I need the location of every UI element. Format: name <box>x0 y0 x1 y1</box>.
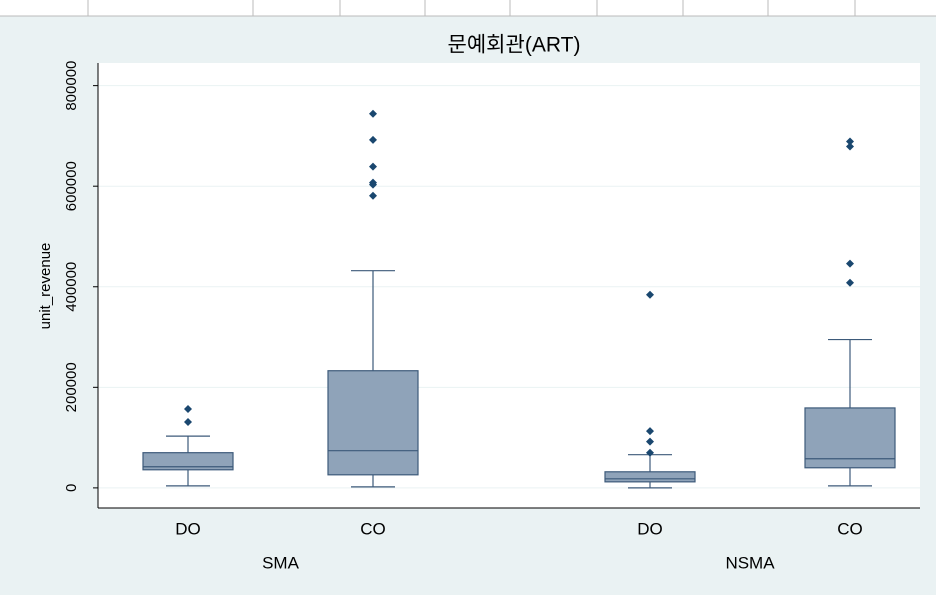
sheet-strip <box>0 0 936 17</box>
y-tick-label: 400000 <box>63 262 80 312</box>
x-tick-label: DO <box>175 519 201 538</box>
outlier <box>646 448 654 457</box>
outlier <box>369 191 377 200</box>
x-tick-label: DO <box>637 519 663 538</box>
x-tick-label: CO <box>360 519 386 538</box>
outlier <box>369 109 377 118</box>
outlier <box>369 135 377 144</box>
outlier <box>846 137 854 146</box>
y-tick-label: 800000 <box>63 61 80 111</box>
chart-title: 문예회관(ART) <box>448 34 581 57</box>
y-tick-label: 600000 <box>63 161 80 211</box>
box <box>327 370 419 476</box>
outlier <box>369 180 377 189</box>
box <box>604 471 696 483</box>
outlier <box>846 142 854 151</box>
outlier <box>646 437 654 446</box>
box <box>804 407 896 469</box>
outlier <box>646 290 654 299</box>
plot-area <box>98 63 920 508</box>
y-tick-label: 0 <box>63 484 80 492</box>
group-label: NSMA <box>725 553 775 572</box>
outlier <box>369 162 377 171</box>
y-axis-title: unit_revenue <box>37 243 54 330</box>
y-tick-label: 200000 <box>63 362 80 412</box>
outlier <box>646 427 654 436</box>
outlier <box>184 404 192 413</box>
outlier <box>846 278 854 287</box>
outlier <box>184 418 192 427</box>
outlier <box>846 259 854 268</box>
x-tick-label: CO <box>837 519 863 538</box>
box <box>142 452 234 471</box>
group-label: SMA <box>262 553 300 572</box>
